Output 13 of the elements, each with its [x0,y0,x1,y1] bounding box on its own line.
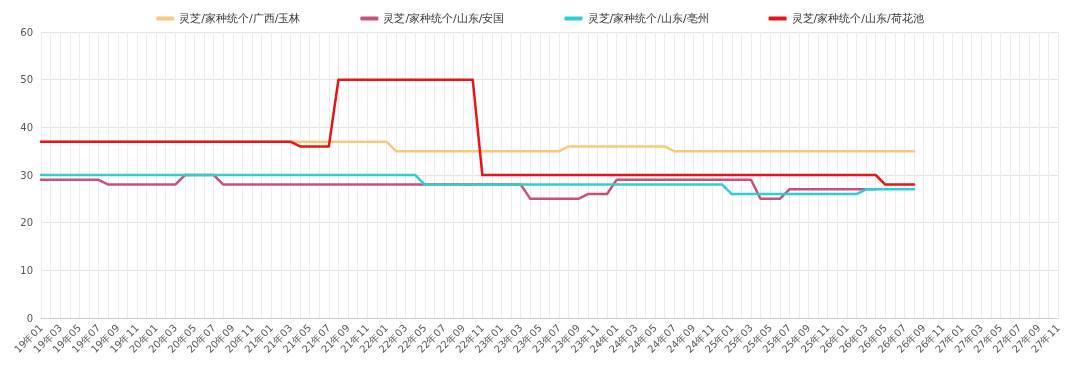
y-tick-label: 20 [20,217,33,229]
y-tick-label: 40 [20,121,33,133]
y-tick-label: 0 [26,312,33,324]
y-tick-label: 50 [20,74,33,86]
y-tick-label: 60 [20,26,33,38]
legend-label: 灵芝/家种统个/山东/安国 [383,12,505,25]
legend-label: 灵芝/家种统个/山东/荷花池 [791,12,924,25]
y-tick-label: 10 [20,264,33,276]
y-tick-label: 30 [20,169,33,181]
line-series [39,78,916,186]
legend-label: 灵芝/家种统个/山东/亳州 [587,12,709,25]
line-series [39,173,916,196]
legend-label: 灵芝/家种统个/广西/玉林 [179,12,301,25]
